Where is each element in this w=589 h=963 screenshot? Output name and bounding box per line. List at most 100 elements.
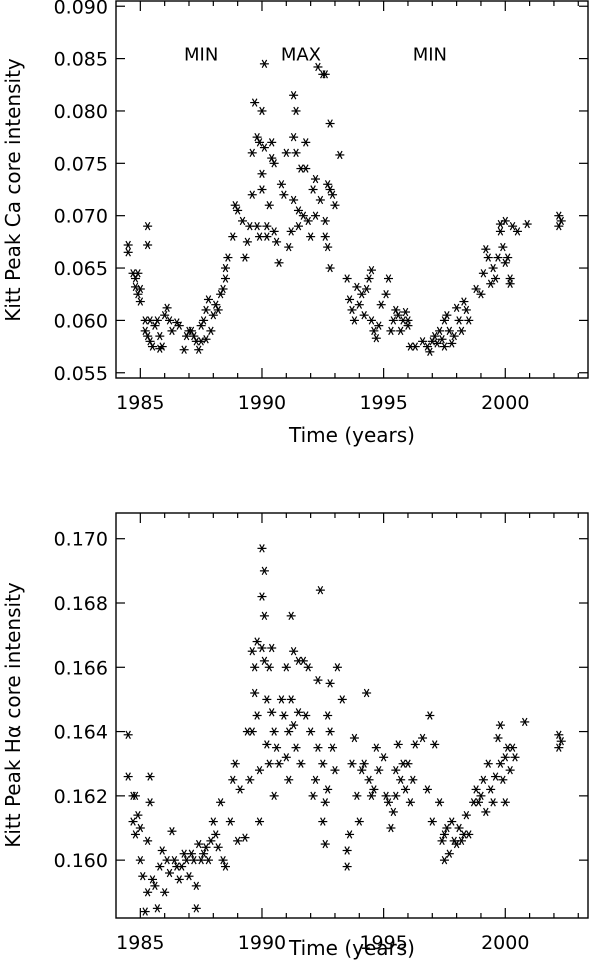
halpha-data-point bbox=[228, 775, 238, 784]
halpha-data-point bbox=[152, 904, 162, 913]
halpha-data-point bbox=[279, 711, 289, 720]
ca-data-point bbox=[293, 206, 303, 215]
ca-data-point bbox=[325, 119, 335, 128]
halpha-data-point bbox=[442, 823, 452, 833]
halpha-data-point bbox=[147, 875, 157, 884]
ca-data-point bbox=[508, 221, 518, 231]
halpha-x-tick-label: 1985 bbox=[116, 932, 164, 954]
halpha-data-point bbox=[174, 875, 184, 884]
ca-data-point bbox=[220, 274, 230, 283]
ca-data-point bbox=[388, 316, 398, 325]
ca-data-point bbox=[349, 316, 359, 325]
ca-data-point bbox=[495, 227, 505, 236]
halpha-data-point bbox=[165, 868, 175, 878]
halpha-data-point bbox=[191, 904, 201, 913]
ca-annotation-min-1: MIN bbox=[184, 44, 218, 65]
ca-data-point bbox=[359, 310, 369, 320]
ca-y-tick-label: 0.065 bbox=[54, 258, 108, 280]
ca-data-point bbox=[135, 297, 145, 306]
ca-data-point bbox=[393, 310, 403, 320]
halpha-data-point bbox=[303, 663, 313, 672]
halpha-data-point bbox=[342, 862, 352, 871]
ca-data-point bbox=[325, 263, 335, 273]
ca-data-point bbox=[439, 316, 449, 325]
halpha-data-point bbox=[257, 592, 267, 601]
ca-data-point bbox=[352, 282, 362, 292]
ca-data-point bbox=[342, 274, 352, 283]
ca-data-point bbox=[247, 148, 257, 158]
halpha-data-point bbox=[155, 862, 165, 871]
ca-data-point bbox=[201, 335, 211, 344]
ca-data-point bbox=[157, 342, 167, 351]
ca-data-point bbox=[347, 305, 357, 315]
halpha-data-point bbox=[186, 849, 196, 858]
ca-data-point bbox=[179, 345, 189, 354]
ca-data-point bbox=[262, 232, 272, 241]
halpha-data-point bbox=[274, 759, 284, 768]
halpha-data-point bbox=[272, 743, 282, 752]
ca-data-point bbox=[471, 284, 481, 294]
ca-data-point bbox=[291, 148, 301, 158]
halpha-data-point bbox=[476, 791, 486, 801]
halpha-data-point bbox=[369, 785, 379, 794]
halpha-data-point bbox=[493, 733, 503, 743]
ca-data-point bbox=[345, 295, 355, 304]
ca-data-point bbox=[274, 258, 284, 268]
halpha-x-ticks: 1985 1990 1995 2000 bbox=[116, 513, 579, 954]
halpha-data-point bbox=[505, 765, 515, 775]
halpha-data-point bbox=[252, 711, 262, 720]
halpha-y-tick-label: 0.170 bbox=[54, 529, 108, 551]
ca-data-point bbox=[281, 148, 291, 158]
halpha-data-point bbox=[235, 785, 245, 794]
halpha-data-point bbox=[495, 759, 505, 768]
ca-data-point bbox=[500, 258, 510, 268]
ca-data-point bbox=[500, 216, 510, 226]
ca-data-point bbox=[199, 316, 209, 325]
ca-data-point bbox=[203, 295, 213, 304]
ca-data-point bbox=[315, 195, 325, 205]
ca-data-point bbox=[362, 284, 372, 294]
ca-data-point bbox=[257, 185, 267, 194]
halpha-data-point bbox=[289, 720, 299, 730]
halpha-data-point bbox=[143, 836, 153, 846]
ca-data-point bbox=[442, 310, 452, 320]
ca-y-axis-title: Kitt Peak Ca core intensity bbox=[1, 58, 25, 322]
halpha-data-point bbox=[320, 798, 330, 807]
halpha-data-point bbox=[257, 544, 267, 553]
halpha-data-point bbox=[267, 708, 277, 717]
ca-data-point bbox=[320, 216, 330, 226]
halpha-data-point bbox=[157, 846, 167, 855]
ca-data-point bbox=[293, 221, 303, 231]
halpha-data-point bbox=[262, 740, 272, 749]
halpha-data-point bbox=[306, 727, 316, 736]
ca-data-point bbox=[320, 232, 330, 241]
ca-data-point bbox=[174, 321, 184, 330]
ca-data-point bbox=[374, 321, 384, 330]
ca-data-point bbox=[464, 316, 474, 325]
halpha-data-point bbox=[325, 679, 335, 688]
halpha-data-point bbox=[160, 888, 170, 897]
ca-data-point bbox=[196, 321, 206, 330]
halpha-data-point bbox=[133, 810, 143, 820]
ca-data-point bbox=[418, 337, 428, 346]
ca-data-point bbox=[162, 303, 172, 313]
ca-data-point bbox=[391, 305, 401, 315]
halpha-data-point bbox=[206, 836, 216, 846]
ca-data-point bbox=[152, 316, 162, 325]
halpha-data-point bbox=[439, 830, 449, 839]
ca-data-point bbox=[447, 339, 457, 348]
halpha-data-point bbox=[313, 743, 323, 752]
ca-data-point bbox=[483, 253, 493, 262]
ca-data-point bbox=[386, 326, 396, 336]
halpha-data-point bbox=[437, 836, 447, 846]
halpha-data-point bbox=[318, 817, 328, 826]
halpha-data-point bbox=[444, 849, 454, 858]
ca-y-tick-label: 0.075 bbox=[54, 153, 108, 175]
halpha-data-points bbox=[123, 544, 566, 916]
ca-data-point bbox=[289, 132, 299, 142]
ca-data-point bbox=[147, 342, 157, 351]
halpha-data-point bbox=[498, 775, 508, 784]
ca-x-tick-label: 1985 bbox=[116, 392, 164, 414]
halpha-data-point bbox=[495, 720, 505, 730]
